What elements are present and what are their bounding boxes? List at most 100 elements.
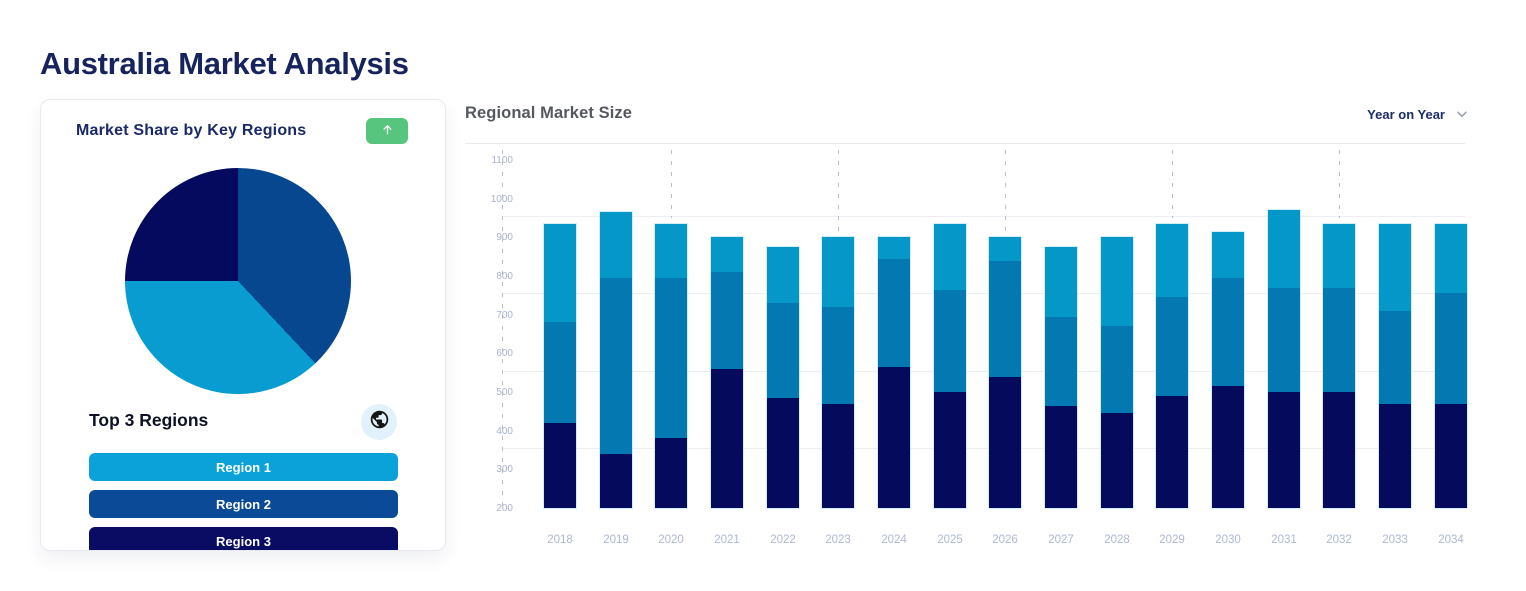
bar-2019[interactable] xyxy=(600,212,632,508)
x-axis-label: 2020 xyxy=(658,534,684,546)
bar-2029[interactable] xyxy=(1156,223,1188,508)
bar-segment-region-1 xyxy=(1435,223,1467,294)
bar-2030[interactable] xyxy=(1212,231,1244,508)
chevron-down-icon xyxy=(1454,104,1470,125)
y-axis-label: 400 xyxy=(496,425,513,437)
bar-2033[interactable] xyxy=(1379,223,1411,508)
y-axis-label: 300 xyxy=(496,464,513,476)
bar-2024[interactable] xyxy=(878,237,910,508)
bar-2025[interactable] xyxy=(934,223,966,508)
bar-segment-region-2 xyxy=(1268,287,1300,392)
bar-segment-region-1 xyxy=(544,223,576,323)
gridline xyxy=(502,370,1465,372)
bar-segment-region-2 xyxy=(1156,297,1188,396)
y-axis-label: 900 xyxy=(496,232,513,244)
bar-segment-region-1 xyxy=(934,223,966,290)
bar-segment-region-3 xyxy=(1101,413,1133,508)
gridline xyxy=(502,293,1465,295)
bar-segment-region-3 xyxy=(1045,405,1077,508)
bar-segment-region-3 xyxy=(1212,386,1244,508)
bar-2026[interactable] xyxy=(989,237,1021,508)
y-axis-dashed-line xyxy=(502,150,503,512)
x-axis-label: 2032 xyxy=(1326,534,1352,546)
trend-up-button[interactable] xyxy=(366,118,408,144)
bar-segment-region-1 xyxy=(822,237,854,307)
y-axis-label: 800 xyxy=(496,270,513,282)
globe-chip[interactable] xyxy=(361,404,397,440)
market-share-card: Market Share by Key Regions Top 3 Region… xyxy=(40,99,446,551)
bar-segment-region-2 xyxy=(989,260,1021,377)
bar-2021[interactable] xyxy=(711,237,743,508)
bar-segment-region-1 xyxy=(1212,231,1244,278)
bar-segment-region-3 xyxy=(655,438,687,508)
regional-market-title: Regional Market Size xyxy=(465,104,633,122)
x-axis-label: 2033 xyxy=(1382,534,1408,546)
bar-segment-region-2 xyxy=(1045,316,1077,406)
bar-2020[interactable] xyxy=(655,223,687,508)
year-on-year-dropdown[interactable]: Year on Year xyxy=(1367,104,1470,124)
region-button-list: Region 1 Region 2 Region 3 xyxy=(89,453,398,550)
y-axis-label: 600 xyxy=(496,348,513,360)
bar-segment-region-2 xyxy=(1212,277,1244,387)
bar-segment-region-2 xyxy=(1435,293,1467,404)
x-axis-label: 2028 xyxy=(1104,534,1130,546)
arrow-up-icon xyxy=(380,122,395,140)
region-button-3[interactable]: Region 3 xyxy=(89,527,398,550)
bar-segment-region-1 xyxy=(1045,246,1077,317)
x-axis-label: 2024 xyxy=(881,534,907,546)
bar-segment-region-3 xyxy=(711,368,743,508)
bar-segment-region-3 xyxy=(767,397,799,508)
bar-segment-region-2 xyxy=(767,303,799,398)
dashed-guide-2026 xyxy=(1005,150,1006,232)
bar-2032[interactable] xyxy=(1323,223,1355,508)
bar-segment-region-1 xyxy=(878,237,910,259)
pie-chart[interactable] xyxy=(125,168,351,394)
bar-segment-region-1 xyxy=(1101,237,1133,327)
bar-segment-region-2 xyxy=(600,277,632,454)
bar-2023[interactable] xyxy=(822,237,854,508)
bar-segment-region-1 xyxy=(711,237,743,273)
bar-segment-region-3 xyxy=(1435,403,1467,508)
dashed-guide-2029 xyxy=(1172,150,1173,218)
region-button-1[interactable]: Region 1 xyxy=(89,453,398,481)
x-axis-label: 2023 xyxy=(825,534,851,546)
bar-segment-region-1 xyxy=(1323,223,1355,288)
bar-2022[interactable] xyxy=(767,246,799,508)
year-on-year-label: Year on Year xyxy=(1367,106,1445,122)
bar-2027[interactable] xyxy=(1045,246,1077,508)
bar-2028[interactable] xyxy=(1101,237,1133,508)
bar-segment-region-2 xyxy=(1323,287,1355,392)
bar-segment-region-2 xyxy=(1101,326,1133,414)
x-axis-label: 2019 xyxy=(603,534,629,546)
gridline xyxy=(502,448,1465,450)
bar-segment-region-2 xyxy=(934,289,966,392)
bar-segment-region-3 xyxy=(1323,391,1355,508)
bar-2018[interactable] xyxy=(544,223,576,508)
bar-segment-region-3 xyxy=(989,376,1021,508)
bar-segment-region-2 xyxy=(1379,310,1411,404)
y-axis-label: 700 xyxy=(496,309,513,321)
bar-segment-region-1 xyxy=(1268,210,1300,288)
y-axis-label: 1000 xyxy=(490,193,513,205)
y-axis-label: 200 xyxy=(496,503,513,514)
bar-segment-region-3 xyxy=(822,403,854,508)
dashed-guide-2023 xyxy=(838,150,839,232)
bar-segment-region-2 xyxy=(544,322,576,423)
bar-segment-region-3 xyxy=(600,453,632,508)
region-button-2[interactable]: Region 2 xyxy=(89,490,398,518)
bar-segment-region-3 xyxy=(878,366,910,508)
bar-segment-region-3 xyxy=(934,391,966,508)
x-axis-label: 2022 xyxy=(770,534,796,546)
bar-segment-region-2 xyxy=(655,277,687,439)
x-axis-label: 2034 xyxy=(1438,534,1464,546)
header-separator xyxy=(465,143,1465,144)
bar-segment-region-3 xyxy=(1268,391,1300,508)
bar-2031[interactable] xyxy=(1268,210,1300,508)
dashed-guide-2032 xyxy=(1339,150,1340,218)
bar-segment-region-1 xyxy=(1379,223,1411,311)
bar-segment-region-1 xyxy=(1156,223,1188,298)
bar-2034[interactable] xyxy=(1435,223,1467,508)
bar-chart: 200 300 400 500 600 700 800 900 1000 1100 2018 2019… xyxy=(465,150,1475,555)
bar-segment-region-1 xyxy=(655,223,687,278)
